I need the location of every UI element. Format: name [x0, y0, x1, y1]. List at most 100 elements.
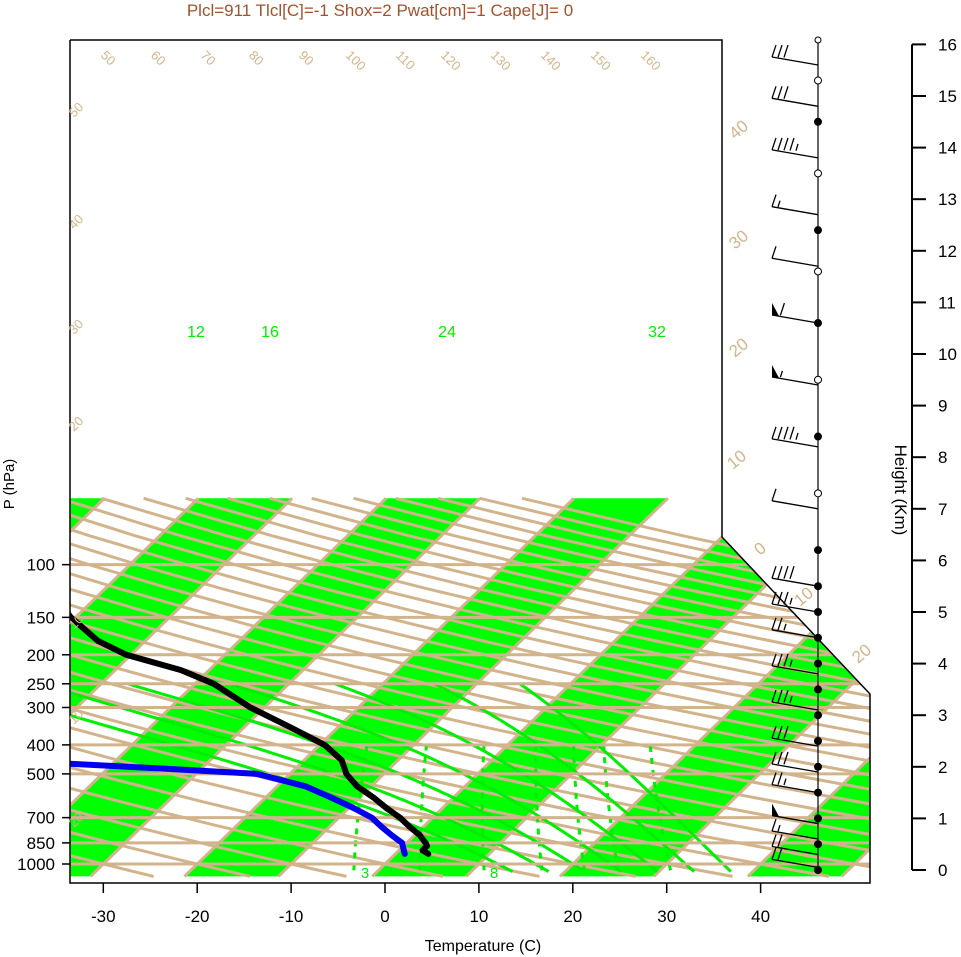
- dry-adiabat: [70, 497, 251, 878]
- height-tick-label: 5: [938, 603, 947, 622]
- dry-adiabat-label: 160: [638, 48, 664, 74]
- wind-barb-flag: [777, 725, 783, 739]
- wind-barb-flag: [777, 565, 783, 579]
- mixing-ratio-line: [418, 744, 428, 871]
- isotherm-label: 10: [790, 583, 817, 610]
- wind-level-dot: [814, 76, 822, 85]
- wind-barbs: [771, 36, 822, 874]
- wind-barb-flag: [771, 565, 777, 579]
- wind-barb-flag: [777, 137, 783, 151]
- temperature-tick-label: 10: [469, 907, 488, 926]
- isotherm-label: 20: [848, 640, 875, 667]
- wind-barb-half-flag: [789, 659, 793, 667]
- dry-adiabat: [70, 496, 870, 878]
- wind-barb-half-flag: [777, 824, 781, 832]
- pressure-tick-label: 700: [27, 809, 55, 828]
- moist-adiabat: [70, 682, 514, 873]
- wind-barb-flag: [771, 44, 777, 58]
- wind-barb-half-flag: [783, 623, 787, 631]
- wind-barb: [771, 818, 819, 840]
- height-axis-label: Height (Km): [891, 445, 910, 536]
- isotherm-line: [277, 497, 669, 878]
- dry-adiabat: [70, 496, 870, 878]
- wind-level-dot: [814, 226, 822, 235]
- dry-adiabat: [70, 496, 870, 878]
- dry-adiabat-label: 60: [148, 48, 169, 69]
- wind-barb-shaft: [771, 149, 819, 159]
- wind-barb-flag: [771, 137, 777, 151]
- wind-barb-flag: [777, 772, 783, 786]
- wind-level-dot: [814, 814, 822, 823]
- moist-adiabat: [433, 682, 696, 873]
- mixing-ratio-line: [352, 744, 369, 871]
- wind-barb-flag: [777, 617, 783, 631]
- wind-barb-half-flag: [789, 695, 793, 703]
- wind-barb: [771, 364, 819, 386]
- dry-adiabat: [70, 496, 870, 878]
- wind-barb: [771, 302, 819, 324]
- wind-level-dot: [814, 866, 822, 874]
- pressure-tick-label: 500: [27, 765, 55, 784]
- wind-barb: [771, 565, 819, 587]
- wind-barb-half-flag: [779, 370, 784, 378]
- wind-barb-shaft: [771, 206, 819, 216]
- wind-barb: [771, 803, 819, 825]
- wind-level-dot: [814, 685, 822, 694]
- wind-barb-half-flag: [789, 597, 793, 605]
- pressure-tick-label: 1000: [17, 855, 55, 874]
- wind-barb: [771, 751, 819, 773]
- wind-barb-flag: [777, 689, 783, 703]
- wind-barb-pennant: [772, 803, 779, 817]
- wind-barb-flag: [783, 751, 789, 765]
- wind-barb-flag: [783, 426, 789, 440]
- chart-title: Plcl=911 Tlcl[C]=-1 Shox=2 Pwat[cm]=1 Ca…: [187, 1, 573, 20]
- height-tick-label: 0: [938, 861, 947, 880]
- dry-adiabat: [70, 496, 870, 878]
- wind-barb-half-flag: [777, 200, 781, 208]
- moist-adiabat: [70, 682, 550, 873]
- wind-barb-flag: [771, 751, 777, 765]
- isotherm-line: [652, 497, 870, 878]
- dry-adiabat: [70, 496, 870, 878]
- height-tick-label: 11: [938, 293, 956, 312]
- wind-barb-flag: [771, 772, 777, 785]
- wind-barb-flag: [783, 725, 789, 739]
- temperature-tick-label: 30: [657, 907, 676, 926]
- moist-adiabat: [334, 682, 659, 873]
- wind-barb-shaft: [771, 438, 819, 448]
- wind-barb-shaft: [771, 314, 819, 324]
- wind-level-dot: [814, 169, 822, 178]
- wind-barb-shaft: [771, 56, 819, 66]
- temperature-tick-label: 20: [563, 907, 582, 926]
- isotherm-edge-label: 20: [66, 413, 87, 434]
- wind-barb-flag: [777, 751, 783, 765]
- wind-barb-shaft: [771, 629, 819, 639]
- isotherm-band: [372, 498, 856, 877]
- moist-adiabat-label: 24: [438, 324, 456, 341]
- mixing-ratio-line: [572, 744, 586, 871]
- isotherm-edge-label: 30: [66, 316, 87, 337]
- dry-adiabat: [70, 496, 870, 878]
- wind-barb-shaft: [771, 845, 819, 856]
- mixing-ratio-label: 8: [490, 865, 498, 882]
- isotherm-line: [746, 497, 870, 878]
- wind-level-dot: [814, 659, 822, 668]
- wind-level-dot: [814, 840, 822, 849]
- mixing-ratio-label: 3: [361, 865, 369, 882]
- plot-frame: [62, 39, 871, 893]
- wind-barb-flag: [771, 617, 777, 631]
- wind-barb-shaft: [771, 665, 819, 675]
- wind-barb-flag: [777, 834, 783, 847]
- height-tick-label: 10: [938, 345, 957, 364]
- height-tick-label: 9: [938, 397, 947, 416]
- wind-barb-flag: [771, 847, 777, 860]
- isopleth-lines: [70, 496, 870, 878]
- wind-barb-half-flag: [795, 432, 799, 440]
- isotherm-label: 40: [725, 116, 752, 143]
- dry-adiabat: [70, 496, 830, 878]
- wind-barb-flag: [789, 137, 795, 151]
- dry-adiabat: [70, 496, 870, 878]
- wind-barb-flag: [771, 86, 777, 99]
- mixing-ratio-line: [534, 744, 544, 871]
